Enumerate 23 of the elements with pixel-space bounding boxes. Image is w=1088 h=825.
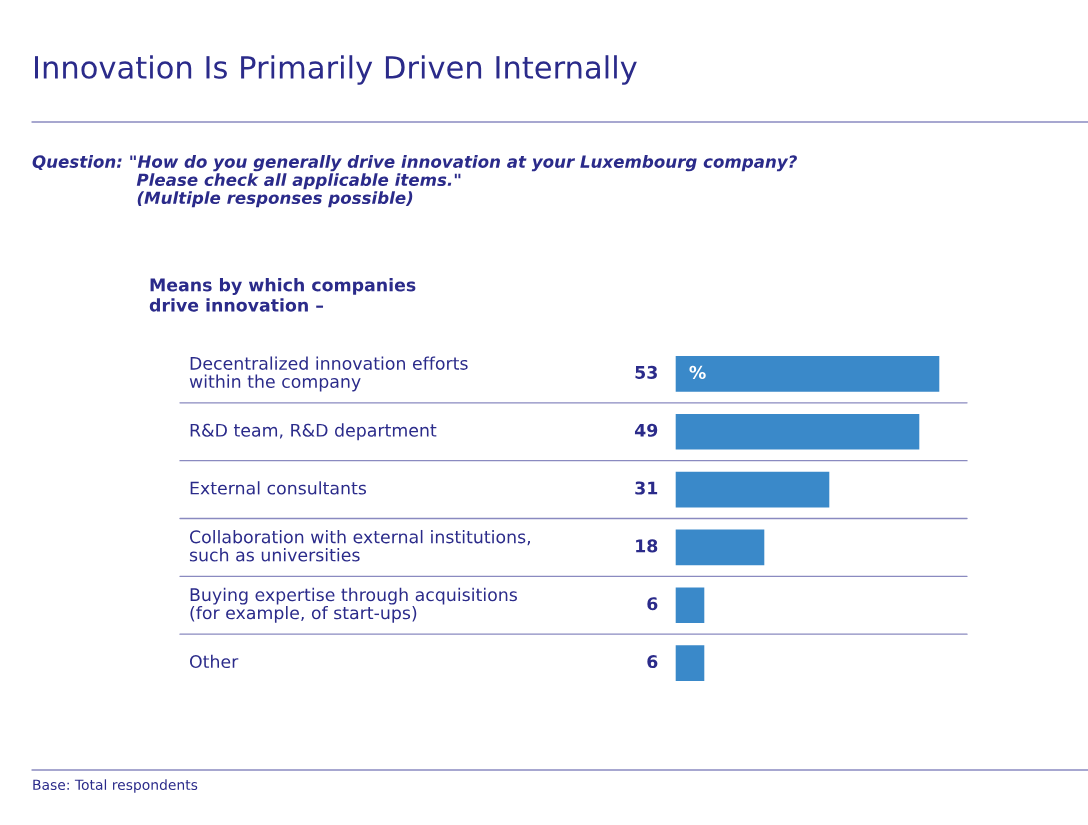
data-label: 53: [635, 365, 657, 379]
annotation: %: [689, 365, 706, 379]
y-tick-label: Other: [189, 654, 239, 669]
y-tick-label: Decentralized innovation efforts within the company: [189, 356, 468, 392]
data-label: 6: [647, 597, 658, 611]
y-axis-title: Means by which companies drive innovation –: [149, 278, 416, 312]
bar: [675, 354, 940, 394]
y-tick-label: R&D team, R&D department: [190, 423, 437, 441]
data-label: 49: [634, 423, 658, 437]
text: Base: Total respondents: [33, 779, 198, 793]
bar: [675, 643, 706, 683]
bar: [675, 412, 921, 451]
data-label: 18: [636, 539, 658, 553]
bar: [675, 470, 831, 509]
data-label: 6: [647, 655, 658, 669]
text: Innovation Is Primarily Driven Internally: [35, 55, 637, 85]
data-label: 31: [635, 481, 658, 495]
bar: [675, 586, 706, 625]
text: Question: "How do you generally drive innovation at your Luxembourg company? Please check all applicable items." (Multiple responses possible): [32, 155, 797, 208]
bar: [675, 528, 766, 567]
y-tick-label: Buying expertise through acquisitions (for example, of start-ups): [190, 587, 517, 623]
y-tick-label: External consultants: [190, 481, 367, 495]
y-tick-label: Collaboration with external institutions, such as universities: [189, 529, 530, 562]
